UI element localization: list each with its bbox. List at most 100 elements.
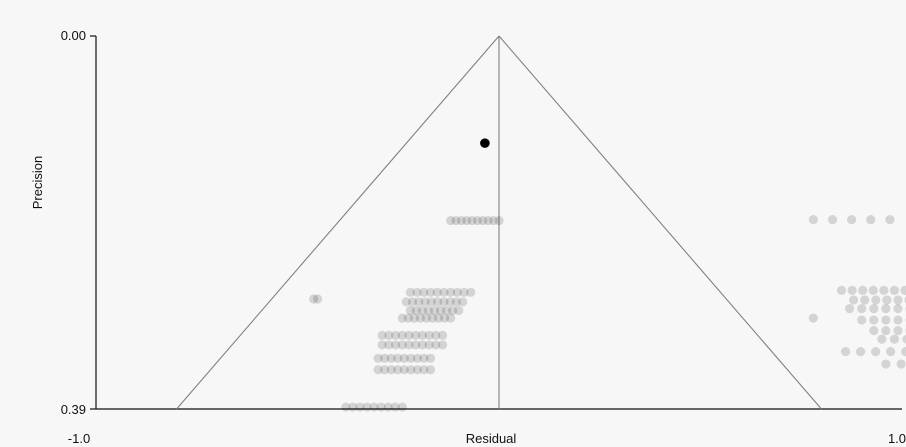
data-point	[369, 402, 379, 412]
data-point	[348, 402, 358, 412]
data-point	[424, 340, 434, 350]
data-point	[393, 365, 403, 375]
x-tick-label-left: -1.0	[68, 431, 90, 446]
data-point	[377, 340, 387, 350]
data-point	[847, 215, 857, 225]
y-tick-label-top: 0.00	[61, 28, 86, 43]
data-point	[373, 365, 383, 375]
data-point	[419, 287, 429, 297]
data-point	[871, 347, 881, 357]
data-point	[431, 330, 441, 340]
data-point	[425, 365, 436, 375]
data-point	[399, 365, 409, 375]
data-point	[420, 297, 430, 307]
data-point	[386, 353, 396, 363]
data-point	[889, 285, 900, 296]
data-point	[417, 330, 428, 340]
data-point	[437, 340, 448, 350]
data-point	[877, 334, 887, 344]
data-point	[406, 365, 416, 375]
data-point	[467, 215, 477, 226]
data-point	[411, 305, 421, 316]
data-point	[869, 315, 879, 325]
data-point	[417, 305, 428, 316]
data-point	[417, 340, 428, 350]
data-point	[423, 305, 434, 316]
plot-area	[90, 35, 906, 412]
data-point	[412, 287, 422, 297]
data-point	[404, 330, 414, 340]
data-point	[879, 285, 889, 296]
data-point	[849, 295, 859, 305]
data-point	[472, 215, 483, 226]
data-point	[405, 287, 415, 297]
data-point	[419, 365, 429, 375]
data-point	[478, 215, 488, 226]
data-point	[439, 287, 449, 297]
data-point	[456, 215, 466, 226]
data-point	[309, 294, 319, 304]
data-point	[860, 295, 870, 305]
data-point	[827, 215, 838, 225]
data-point	[889, 334, 900, 344]
funnel-right-edge	[498, 35, 822, 410]
data-point	[424, 330, 434, 340]
funnel-left-edge	[176, 35, 500, 410]
data-point	[885, 215, 895, 225]
data-point	[445, 297, 455, 307]
data-point	[390, 402, 400, 412]
data-point	[397, 402, 407, 412]
data-point	[403, 313, 413, 323]
data-point	[459, 287, 469, 297]
data-point	[840, 347, 851, 357]
data-point	[426, 297, 436, 307]
data-point	[454, 305, 464, 316]
data-point	[483, 215, 493, 226]
data-point	[383, 402, 393, 412]
data-point	[412, 365, 422, 375]
data-point	[871, 295, 881, 305]
y-axis-title: Precision	[30, 156, 45, 209]
data-point	[425, 287, 436, 297]
data-point	[902, 334, 906, 344]
data-point	[893, 295, 903, 305]
data-point	[405, 305, 415, 316]
data-point	[439, 313, 450, 323]
data-point	[432, 287, 442, 297]
data-point	[397, 340, 407, 350]
data-point	[397, 313, 407, 323]
data-point	[415, 313, 426, 323]
data-point	[893, 315, 903, 325]
data-point	[433, 313, 444, 323]
data-point	[494, 215, 504, 226]
data-point	[881, 359, 891, 369]
data-point	[881, 315, 891, 325]
data-point	[458, 297, 468, 307]
data-point	[313, 294, 323, 304]
data-point	[390, 340, 401, 350]
data-point	[845, 303, 855, 314]
data-point	[901, 347, 906, 357]
data-point	[847, 285, 857, 296]
data-point	[384, 340, 394, 350]
data-point	[893, 303, 903, 314]
data-point	[437, 330, 448, 340]
data-point	[429, 305, 440, 316]
data-point	[397, 330, 407, 340]
data-point	[489, 215, 499, 226]
data-point	[868, 285, 878, 296]
x-axis-title: Residual	[466, 431, 517, 446]
data-point	[881, 325, 891, 336]
data-point	[808, 215, 818, 225]
data-point	[881, 303, 891, 314]
data-point	[446, 313, 456, 323]
data-point	[451, 215, 461, 226]
data-point	[355, 402, 365, 412]
y-tick-label-bottom: 0.39	[61, 402, 86, 417]
data-point	[836, 285, 847, 296]
data-point	[411, 330, 421, 340]
data-point	[869, 303, 879, 314]
data-point	[380, 365, 390, 375]
data-point	[409, 313, 419, 323]
